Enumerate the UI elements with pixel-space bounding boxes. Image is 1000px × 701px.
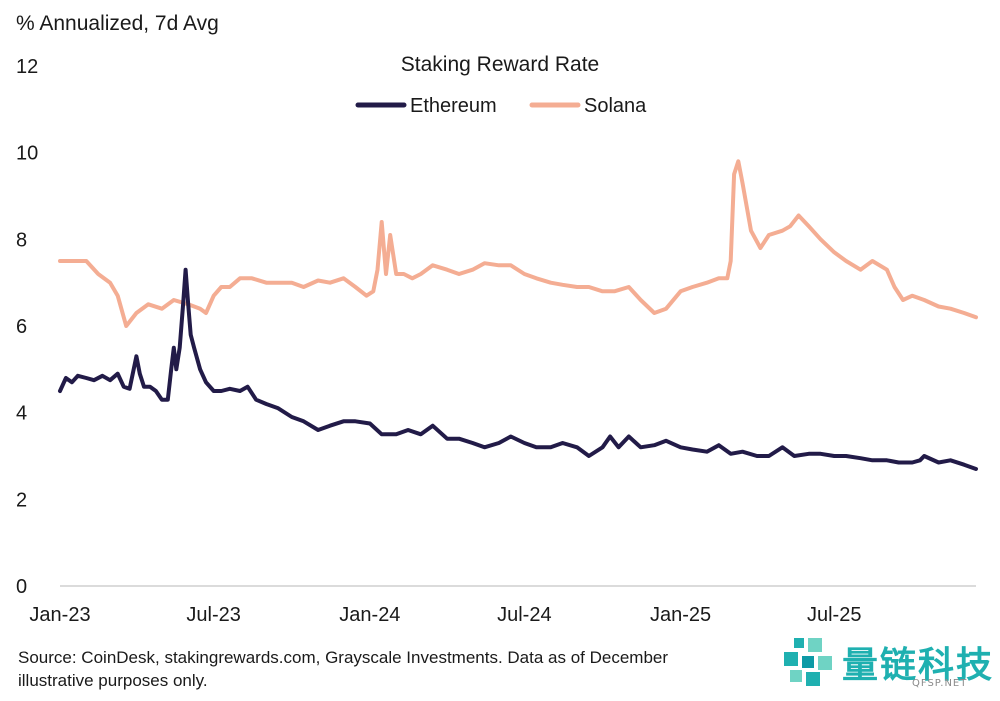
y-tick-label: 0 <box>16 576 27 598</box>
y-tick-label: 6 <box>16 316 27 338</box>
legend-label-solana: Solana <box>584 95 647 117</box>
x-tick-label: Jul-24 <box>497 604 551 626</box>
y-tick-label: 8 <box>16 229 27 251</box>
series-line-solana <box>58 159 978 328</box>
y-axis-label: % Annualized, 7d Avg <box>16 12 219 35</box>
y-tick-label: 10 <box>16 143 38 165</box>
legend: Ethereum Solana <box>355 95 647 117</box>
y-axis-ticks: 0 2 4 6 8 10 12 <box>16 56 38 598</box>
y-tick-label: 4 <box>16 403 27 425</box>
source-note: Source: CoinDesk, stakingrewards.com, Gr… <box>18 648 669 690</box>
series-line-ethereum <box>58 267 978 471</box>
watermark: 量链科技 QFSP.NET <box>780 630 998 696</box>
y-tick-label: 12 <box>16 56 38 78</box>
series-lines <box>58 159 978 471</box>
x-tick-label: Jan-23 <box>29 604 90 626</box>
x-axis-ticks: Jan-23 Jul-23 Jan-24 Jul-24 Jan-25 Jul-25 <box>29 604 861 626</box>
x-tick-label: Jul-23 <box>186 604 240 626</box>
x-tick-label: Jan-24 <box>339 604 400 626</box>
watermark-logo-icon <box>784 638 832 686</box>
x-tick-label: Jul-25 <box>807 604 861 626</box>
staking-reward-chart: % Annualized, 7d Avg Staking Reward Rate… <box>16 12 978 626</box>
legend-label-ethereum: Ethereum <box>410 95 497 117</box>
watermark-text: 量链科技 <box>842 645 995 686</box>
y-tick-label: 2 <box>16 489 27 511</box>
watermark-subtext: QFSP.NET <box>912 678 968 689</box>
chart-title: Staking Reward Rate <box>401 53 599 76</box>
x-tick-label: Jan-25 <box>650 604 711 626</box>
